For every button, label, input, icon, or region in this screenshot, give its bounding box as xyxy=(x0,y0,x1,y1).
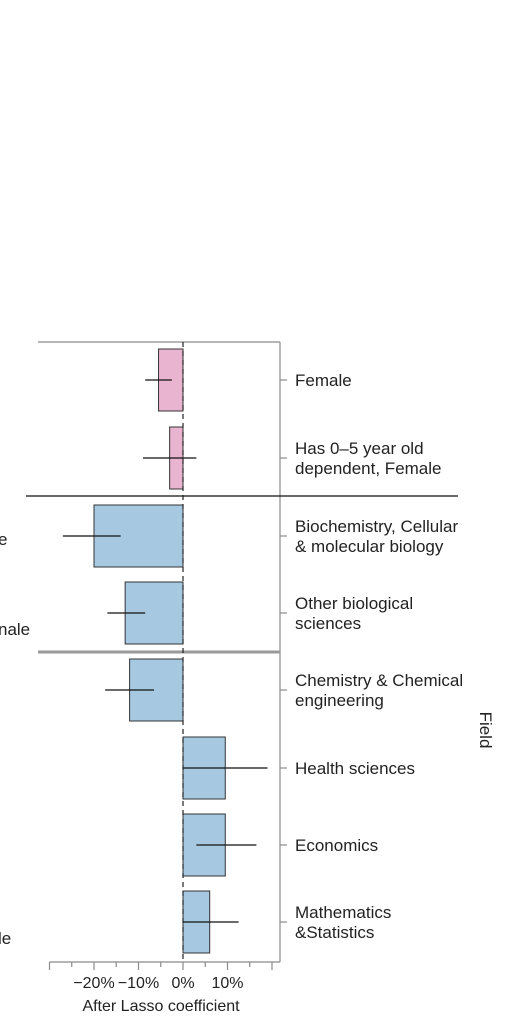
category-label-7: Economics xyxy=(295,836,378,855)
category-label-line: Biochemistry, Cellular xyxy=(295,517,458,536)
category-label-line: Mathematics xyxy=(295,903,391,922)
x-tick-label-4: 10% xyxy=(211,975,243,992)
cutoff-label-2: nale xyxy=(0,620,31,639)
x-tick-label-1: −20% xyxy=(73,975,114,992)
category-label-3: Biochemistry, Cellular & molecular biolog… xyxy=(295,517,458,556)
category-label-line: Chemistry & Chemical xyxy=(295,671,463,690)
facet-label: Field xyxy=(476,712,495,749)
category-label-line: Has 0–5 year old xyxy=(295,439,424,458)
cutoff-label-3: le xyxy=(0,929,12,948)
category-label-line: Female xyxy=(295,371,352,390)
category-label-line: & molecular biology xyxy=(295,537,444,556)
category-label-line: dependent, Female xyxy=(295,459,442,478)
category-label-line: sciences xyxy=(295,614,361,633)
category-label-5: Chemistry & Chemical engineering xyxy=(295,671,463,710)
x-tick-label-3: 0% xyxy=(171,975,194,992)
cutoff-label-1: e xyxy=(0,530,8,549)
category-label-6: Health sciences xyxy=(295,759,415,778)
category-label-line: &Statistics xyxy=(295,923,374,942)
category-label-2: Has 0–5 year old dependent, Female xyxy=(295,439,442,478)
category-label-line: Economics xyxy=(295,836,378,855)
category-label-line: Health sciences xyxy=(295,759,415,778)
category-label-line: Other biological xyxy=(295,594,413,613)
x-tick-label-2: −10% xyxy=(118,975,159,992)
category-label-line: engineering xyxy=(295,691,384,710)
category-label-1: Female xyxy=(295,371,352,390)
category-label-8: Mathematics &Statistics xyxy=(295,903,391,942)
category-label-4: Other biological sciences xyxy=(295,594,413,633)
x-axis-title: After Lasso coefficient xyxy=(82,998,240,1015)
